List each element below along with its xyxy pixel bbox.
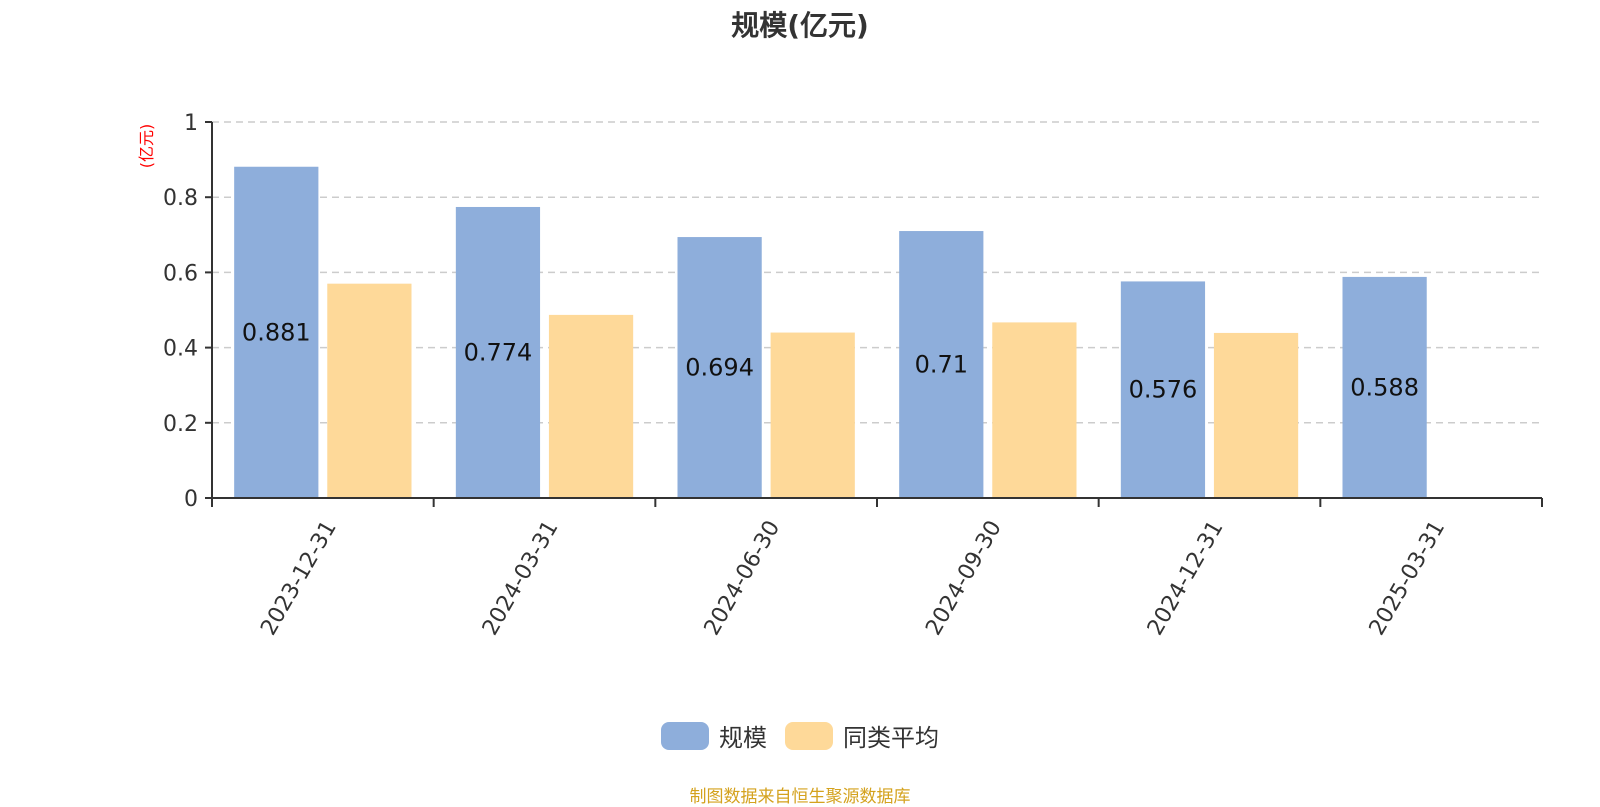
- bar-peer-average-3: [992, 322, 1077, 498]
- x-tick-label-0: 2023-12-31: [256, 517, 342, 640]
- legend-item-scale[interactable]: 规模: [661, 718, 767, 753]
- x-tick-label-5: 2025-03-31: [1365, 517, 1451, 640]
- data-label-1: 0.774: [464, 338, 533, 366]
- y-tick-label-2: 0.4: [163, 337, 198, 362]
- y-axis-unit-label: (亿元): [137, 124, 156, 169]
- bar-peer-average-2: [770, 332, 855, 498]
- y-tick-label-1: 0.2: [163, 412, 198, 437]
- data-label-0: 0.881: [242, 318, 311, 346]
- bar-scale-1: [455, 206, 541, 498]
- legend-swatch-scale: [661, 721, 709, 750]
- data-label-4: 0.576: [1129, 376, 1198, 404]
- legend: 规模 同类平均: [0, 718, 1600, 753]
- bar-peer-average-4: [1213, 332, 1299, 498]
- data-label-5: 0.588: [1350, 373, 1419, 401]
- bar-peer-average-1: [548, 314, 634, 498]
- legend-label-peer-average: 同类平均: [843, 724, 939, 752]
- data-label-2: 0.694: [685, 354, 754, 382]
- source-note: 制图数据来自恒生聚源数据库: [689, 787, 911, 807]
- y-tick-label-3: 0.6: [163, 261, 198, 286]
- x-tick-label-4: 2024-12-31: [1143, 517, 1229, 640]
- bar-scale-4: [1120, 281, 1206, 498]
- y-tick-label-0: 0: [184, 487, 198, 512]
- chart-title: 规模(亿元): [731, 9, 869, 42]
- x-tick-label-2: 2024-06-30: [700, 517, 786, 640]
- x-tick-label-3: 2024-09-30: [921, 516, 1007, 639]
- bar-peer-average-0: [327, 283, 412, 498]
- legend-item-peer-average[interactable]: 同类平均: [785, 718, 939, 753]
- legend-label-scale: 规模: [719, 724, 767, 752]
- bar-scale-3: [899, 231, 984, 499]
- bar-scale-0: [234, 166, 319, 498]
- x-tick-label-1: 2024-03-31: [478, 517, 564, 640]
- gridlines: [212, 121, 1542, 424]
- legend-swatch-peer-average: [785, 721, 833, 750]
- bar-scale-5: [1342, 276, 1427, 498]
- y-tick-label-4: 0.8: [163, 186, 198, 211]
- bars: 0.881 0.774 0.694 0.71 0.576 0.588: [234, 166, 1427, 499]
- y-tick-label-5: 1: [184, 111, 198, 136]
- data-label-3: 0.71: [915, 351, 968, 379]
- bar-scale-2: [677, 237, 762, 498]
